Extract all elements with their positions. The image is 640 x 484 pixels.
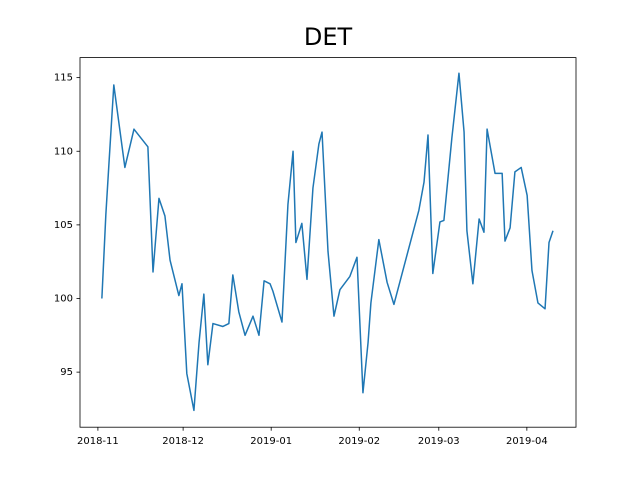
x-tick-label: 2019-03 bbox=[418, 436, 460, 447]
chart-title: DET bbox=[304, 23, 353, 51]
y-tick-label: 105 bbox=[54, 220, 73, 231]
y-tick-label: 95 bbox=[60, 367, 73, 378]
axes-frame bbox=[79, 57, 577, 428]
y-tick-label: 110 bbox=[54, 146, 73, 157]
x-tick-label: 2019-04 bbox=[506, 436, 548, 447]
x-tick-label: 2018-11 bbox=[77, 436, 119, 447]
x-tick-label: 2019-01 bbox=[250, 436, 292, 447]
y-tick-label: 115 bbox=[54, 73, 73, 84]
x-tick-label: 2018-12 bbox=[162, 436, 204, 447]
x-tick-label: 2019-02 bbox=[338, 436, 380, 447]
data-line bbox=[101, 72, 554, 412]
y-tick-label: 100 bbox=[54, 294, 73, 305]
